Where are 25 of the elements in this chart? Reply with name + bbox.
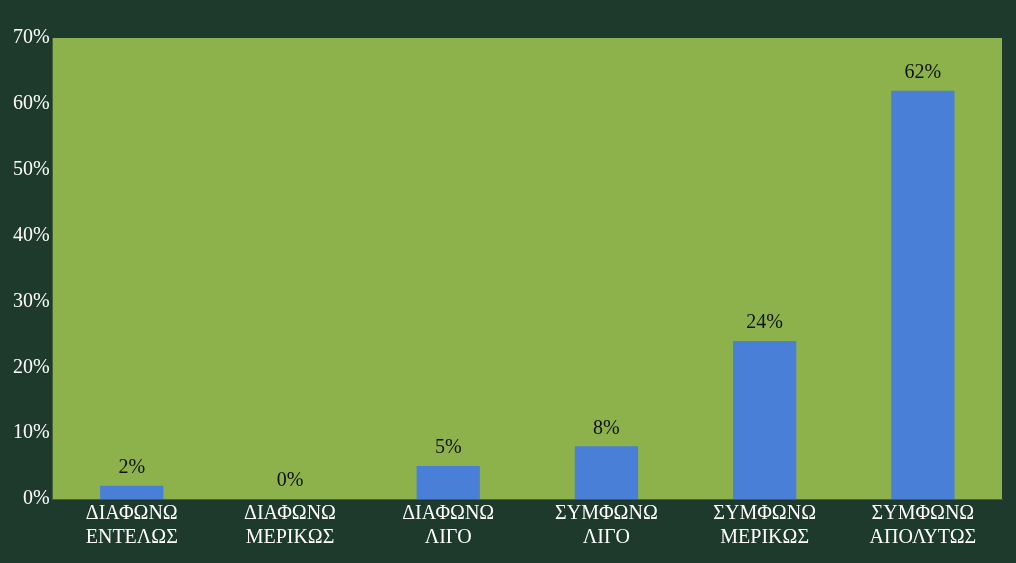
y-tick-label: 60% [12,91,50,114]
data-label: 62% [904,59,942,82]
bar [574,446,639,499]
x-tick-label: ΣΥΜΦΩΝΩ ΛΙΓΟ [555,501,658,548]
data-label: 8% [593,415,620,438]
x-tick-label: ΔΙΑΦΩΝΩ ΛΙΓΟ [402,501,495,548]
bar [733,340,797,499]
data-label: 5% [434,435,462,458]
x-tick-label: ΣΥΜΦΩΝΩ ΜΕΡΙΚΩΣ [713,501,816,548]
x-tick-label: ΔΙΑΦΩΝΩ ΕΝΤΕΛΩΣ [85,501,178,548]
data-label: 24% [746,310,783,333]
data-label: 2% [118,455,146,478]
y-tick-label: 20% [12,354,50,377]
y-tick-label: 30% [12,288,50,311]
y-tick-label: 10% [12,420,50,443]
data-label: 0% [276,468,304,491]
x-tick-label: ΔΙΑΦΩΝΩ ΜΕΡΙΚΩΣ [244,501,336,548]
bar [416,466,480,499]
bar [891,90,955,499]
y-tick-label: 70% [12,25,50,48]
y-tick-label: 40% [12,222,50,245]
y-tick-label: 50% [12,156,50,179]
x-tick-label: ΣΥΜΦΩΝΩ ΑΠΟΛΥΤΩΣ [869,501,977,548]
bar [100,485,164,499]
y-tick-label: 0% [22,486,50,509]
